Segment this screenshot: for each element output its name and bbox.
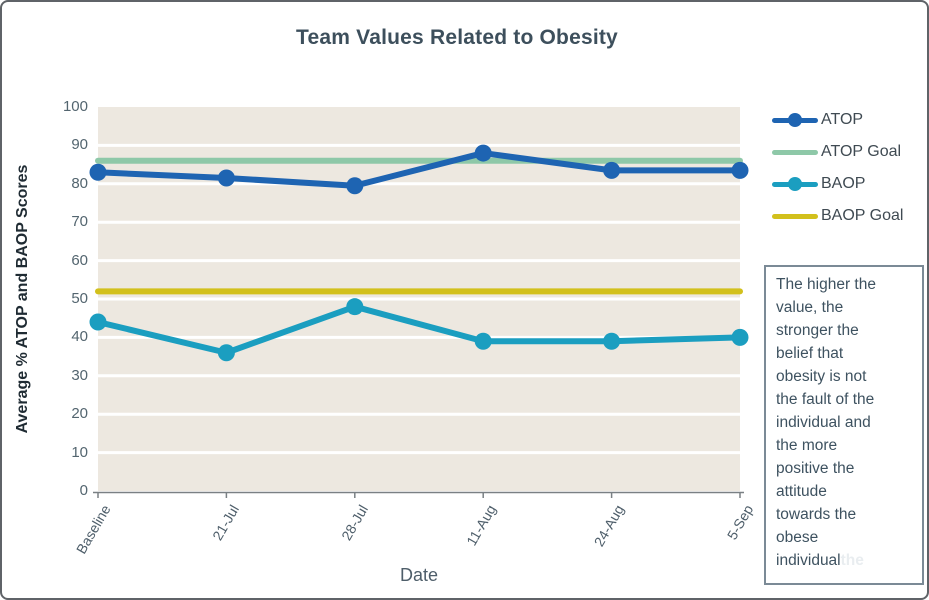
y-tick-label: 50	[71, 290, 88, 307]
x-tick-label: 24-Aug	[591, 502, 628, 550]
data-point-baop	[89, 313, 107, 331]
legend-line-sample	[772, 104, 818, 136]
legend-item-atop: ATOP	[772, 104, 903, 136]
y-tick-label: 70	[71, 213, 88, 231]
x-tick-label: Baseline	[73, 502, 114, 557]
y-tick-label: 40	[71, 328, 88, 346]
legend-item-baop-goal: BAOP Goal	[772, 200, 903, 232]
legend-line-sample	[772, 200, 818, 232]
y-axis-title: Average % ATOP and BAOP Scores	[14, 164, 31, 434]
legend-label: ATOP Goal	[821, 143, 902, 160]
data-point-baop	[731, 328, 749, 346]
data-point-atop	[474, 144, 492, 162]
data-point-atop	[346, 177, 364, 195]
x-tick-label: 28-Jul	[337, 502, 371, 544]
series-line-baop	[95, 303, 743, 356]
data-point-atop	[731, 161, 749, 179]
legend-line-sample	[772, 168, 818, 200]
data-point-baop	[603, 332, 621, 350]
legend-line-sample	[772, 136, 818, 168]
y-tick-label: 20	[71, 405, 88, 423]
x-tick-label: 11-Aug	[463, 502, 500, 549]
y-tick-label: 90	[71, 136, 88, 154]
y-tick-label: 60	[71, 251, 88, 269]
legend-item-baop: BAOP	[772, 168, 903, 200]
data-point-baop	[217, 344, 235, 362]
y-tick-label: 0	[79, 482, 88, 499]
data-point-atop	[89, 163, 107, 181]
data-point-atop	[217, 169, 235, 187]
chart-canvas	[89, 143, 749, 498]
x-tick-label: 21-Jul	[209, 502, 243, 544]
y-tick-label: 100	[62, 98, 88, 115]
legend-label: BAOP Goal	[821, 207, 904, 224]
y-tick-label: 30	[71, 366, 88, 384]
legend-marker-dot	[788, 177, 802, 191]
chart-legend: ATOP ATOP Goal BAOP BAOP Goal	[772, 104, 903, 232]
y-tick-label: 10	[71, 443, 88, 461]
series-line-atop	[95, 150, 743, 189]
annotation-ghost-text: the	[840, 552, 864, 569]
y-tick-label: 80	[71, 174, 88, 192]
chart-title: Team Values Related to Obesity	[296, 26, 618, 49]
annotation-box: The higher the value, the stronger the b…	[764, 265, 924, 585]
x-tick-label: 5-Sep	[723, 502, 756, 543]
legend-label: BAOP	[821, 175, 866, 192]
annotation-text: The higher the value, the stronger the b…	[776, 276, 876, 569]
plot-area	[89, 107, 749, 498]
data-point-baop	[346, 298, 364, 316]
x-axis-title: Date	[399, 565, 439, 585]
data-point-baop	[474, 332, 492, 350]
legend-label: ATOP	[821, 111, 864, 128]
data-point-atop	[603, 161, 621, 179]
legend-item-atop-goal: ATOP Goal	[772, 136, 903, 168]
legend-marker-dot	[788, 113, 802, 127]
